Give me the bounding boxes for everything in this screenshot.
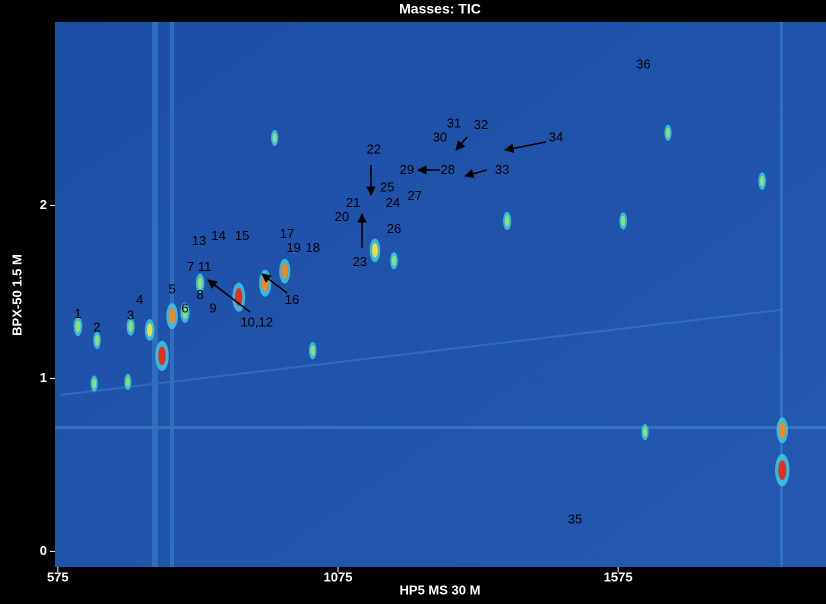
peak-label: 11 <box>198 259 212 274</box>
peak <box>282 264 288 279</box>
peak-label: 9 <box>209 301 216 316</box>
peak <box>126 377 130 387</box>
peak-label: 10,12 <box>240 314 273 329</box>
peak-label: 15 <box>235 228 249 243</box>
peak <box>128 321 133 332</box>
peak-label: 21 <box>346 195 360 210</box>
peak-label: 16 <box>285 292 299 307</box>
y-axis-title: BPX-50 1.5 M <box>9 254 24 336</box>
peak <box>169 308 175 324</box>
peak <box>372 243 378 258</box>
peak-label: 31 <box>447 116 461 131</box>
x-tick-label: 1575 <box>604 569 633 584</box>
peak-label: 30 <box>433 129 447 144</box>
peak-label: 33 <box>495 162 509 177</box>
peak <box>273 133 277 143</box>
x-tick-label: 1075 <box>324 569 353 584</box>
peak-label: 1 <box>74 306 81 321</box>
peak <box>76 321 81 333</box>
peak-label: 8 <box>197 287 204 302</box>
peak-label: 23 <box>353 254 367 269</box>
peak <box>643 427 647 437</box>
peak-label: 27 <box>407 188 421 203</box>
peak-label: 36 <box>636 57 650 72</box>
peak-label: 24 <box>386 195 400 210</box>
peak-label: 3 <box>127 308 134 323</box>
peak-label: 32 <box>474 117 488 132</box>
peak <box>505 215 510 226</box>
peak-label: 13 <box>192 233 206 248</box>
peak-label: 26 <box>387 221 401 236</box>
y-tick-label: 1 <box>40 370 47 385</box>
peak-label: 6 <box>181 301 188 316</box>
peak <box>621 216 625 227</box>
peak-label: 5 <box>168 282 175 297</box>
peak-label: 28 <box>441 162 455 177</box>
peak-label: 17 <box>280 226 294 241</box>
peak-label: 34 <box>549 129 563 144</box>
peak-label: 35 <box>568 512 582 527</box>
peak <box>92 379 96 389</box>
peak <box>158 347 166 365</box>
peak-label: 4 <box>136 292 143 307</box>
peak <box>778 460 786 480</box>
chart-title: Masses: TIC <box>399 1 481 17</box>
peak-label: 25 <box>380 180 394 195</box>
peak <box>311 345 315 356</box>
peak <box>95 335 99 346</box>
y-tick-label: 2 <box>40 197 47 212</box>
x-tick-label: 575 <box>47 569 69 584</box>
x-axis-title: HP5 MS 30 M <box>400 582 481 597</box>
peak-label: 2 <box>93 320 100 335</box>
y-tick-label: 0 <box>40 543 47 558</box>
peak-label: 20 <box>335 209 349 224</box>
peak <box>392 255 396 266</box>
peak-label: 18 <box>306 240 320 255</box>
peak-label: 14 <box>211 228 225 243</box>
peak-label: 29 <box>400 162 414 177</box>
peak-label: 19 <box>286 240 300 255</box>
peak <box>779 422 785 438</box>
peak-label: 22 <box>367 141 381 156</box>
peak-label: 7 <box>187 259 194 274</box>
peak <box>666 128 670 138</box>
peak <box>147 323 152 336</box>
chart: Masses: TIC HP5 MS 30 M BPX-50 1.5 M 575… <box>0 0 826 599</box>
peak <box>760 176 764 187</box>
